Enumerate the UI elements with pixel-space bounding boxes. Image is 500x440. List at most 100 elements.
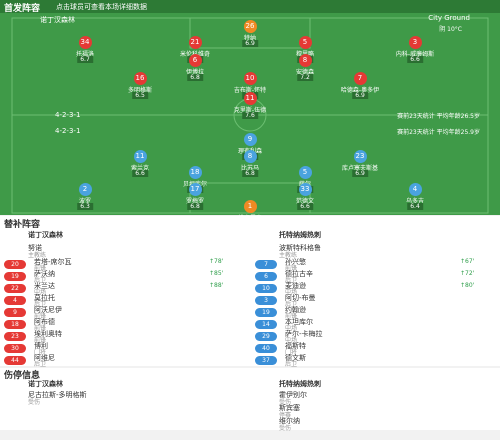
injury-status: 受伤 (279, 399, 292, 406)
bench-player: 3 阿切-布曼 后卫 (255, 293, 495, 310)
player-name: 乌多吉 (405, 198, 425, 205)
player-rating: 6.9 (242, 40, 258, 47)
bench-player: 22 米兰达 中场 ↑88' (4, 281, 244, 298)
home-formation: 4-2-3-1 (55, 111, 81, 119)
player-rating: 6.4 (407, 203, 423, 210)
coach-role: 主教练 (279, 252, 298, 259)
injury-status: 受伤 (279, 425, 292, 432)
bench-position: 前锋 (34, 313, 47, 320)
player-number: 34 (78, 36, 92, 49)
sub-time: ↑78' (209, 258, 224, 265)
injured-name: 维尔纳 (279, 417, 300, 425)
bench-player: 20 若塔-席尔瓦 前锋 ↑78' (4, 257, 244, 274)
player-name: 索兰克 (130, 165, 150, 172)
player-name: 库卢塞夫斯基 (341, 165, 379, 172)
coach-role: 主教练 (28, 252, 47, 259)
bench-number: 20 (4, 260, 26, 269)
coach-name: 波斯特科格鲁 (279, 244, 321, 252)
bench-player: 30 博利 门将 (4, 341, 244, 358)
bench-position: 后卫 (34, 301, 47, 308)
bench-number: 6 (255, 272, 277, 281)
player-number: 5 (298, 36, 312, 49)
bench-name: 福斯特 (285, 342, 306, 350)
player-number: 23 (353, 150, 367, 163)
player-name: 比苏马 (240, 165, 260, 172)
bench-player: 29 萨尔-卡梅拉 中场 (255, 329, 495, 346)
player-name: 伊博拉 (185, 69, 205, 76)
player-rating: 6.6 (132, 170, 148, 177)
player-number: 33 (298, 183, 312, 196)
player-rating: 6.8 (187, 74, 203, 81)
sub-time: ↑72' (460, 270, 475, 277)
bench-player: 6 德拉古辛 后卫 ↑72' (255, 269, 495, 286)
player-number: 16 (133, 72, 147, 85)
bench-name: 本坦库尔 (285, 318, 313, 326)
bench-position: 中场 (285, 325, 298, 332)
player-rating: 6.9 (352, 92, 368, 99)
player-rating: 6.6 (407, 56, 423, 63)
team-name: 诺丁汉森林 (28, 380, 63, 388)
player-number: 26 (243, 20, 257, 33)
player-name: 特纳 (243, 35, 257, 42)
bench-position: 前锋 (34, 325, 47, 332)
title: 首发阵容 (4, 4, 41, 14)
bench-player: 4 莫拉托 后卫 (4, 293, 244, 310)
bench-name: 德拉古辛 (285, 270, 313, 278)
player-number: 10 (243, 72, 257, 85)
bench-position: 前锋 (285, 265, 298, 272)
bench-player: 23 埃利奥特 前锋 (4, 329, 244, 346)
bench-name: 孙兴慜 (285, 258, 306, 266)
bench-position: 中场 (285, 289, 298, 296)
bench-position: 后卫 (285, 277, 298, 284)
player-name: 多明格斯 (127, 87, 153, 94)
bench-name: 莫拉托 (34, 294, 55, 302)
bench-number: 14 (255, 320, 277, 329)
bench-position: 中场 (285, 337, 298, 344)
player-number: 11 (243, 92, 257, 105)
bench-position: 后卫 (285, 301, 298, 308)
injury-title: 伤停信息 (4, 371, 41, 381)
home-name: 诺丁汉森林 (40, 16, 75, 24)
bench-position: 后卫 (34, 277, 47, 284)
player-name: 波罗 (78, 198, 92, 205)
home-note: 赛前23天统计 平均年龄26.5岁 (397, 113, 480, 120)
player-rating: 6.5 (132, 92, 148, 99)
player-number: 7 (353, 72, 367, 85)
bench-number: 30 (4, 344, 26, 353)
venue: City Ground (428, 14, 470, 22)
bench-name: 阿切-布曼 (285, 294, 316, 302)
player-number: 18 (188, 166, 202, 179)
injured-name: 尼古拉斯-多明格斯 (28, 391, 87, 399)
bench-name: 萨沃纳 (34, 270, 55, 278)
injured-name: 斯宾塞 (279, 404, 300, 412)
bench-player: 37 德文斯 后卫 (255, 353, 495, 370)
team-name: 诺丁汉森林 (28, 231, 63, 239)
bench-number: 10 (255, 284, 277, 293)
player-name: 吉布斯-怀特 (233, 87, 267, 94)
away-formation: 4-2-3-1 (55, 127, 81, 135)
bench-number: 18 (4, 320, 26, 329)
weather: 阴 10°C (439, 26, 462, 33)
bench-number: 19 (255, 308, 277, 317)
sub-time: ↑88' (209, 282, 224, 289)
bench-position: 门将 (34, 349, 47, 356)
bench-player: 14 本坦库尔 中场 (255, 317, 495, 334)
pitch: 首发阵容 点击球员可查看本场详细数据 诺丁汉森林 City Ground 阴 1… (0, 0, 500, 227)
bench-player: 40 福斯特 门将 (255, 341, 495, 358)
player-rating: 6.7 (77, 56, 93, 63)
bench-number: 40 (255, 344, 277, 353)
bench-position: 中场 (34, 289, 47, 296)
injury-status: 受伤 (28, 399, 41, 406)
player-name: 克里斯-伍德 (233, 107, 267, 114)
injuries: 伤停信息 诺丁汉森林 尼古拉斯-多明格斯 受伤 托特纳姆热刺 霍伊别尔 受伤 斯宾塞 停赛 维尔… (0, 368, 500, 432)
player-name: 罗梅罗 (185, 198, 205, 205)
player-rating: 7.2 (297, 74, 313, 81)
bench-name: 约翰逊 (285, 306, 306, 314)
player-number: 6 (188, 54, 202, 67)
bench-player: 10 麦迪逊 中场 ↑80' (255, 281, 495, 298)
bench-player: 7 孙兴慜 前锋 ↑67' (255, 257, 495, 274)
bench-name: 阿沃尼伊 (34, 306, 62, 314)
player-number: 21 (188, 36, 202, 49)
bench-number: 23 (4, 332, 26, 341)
